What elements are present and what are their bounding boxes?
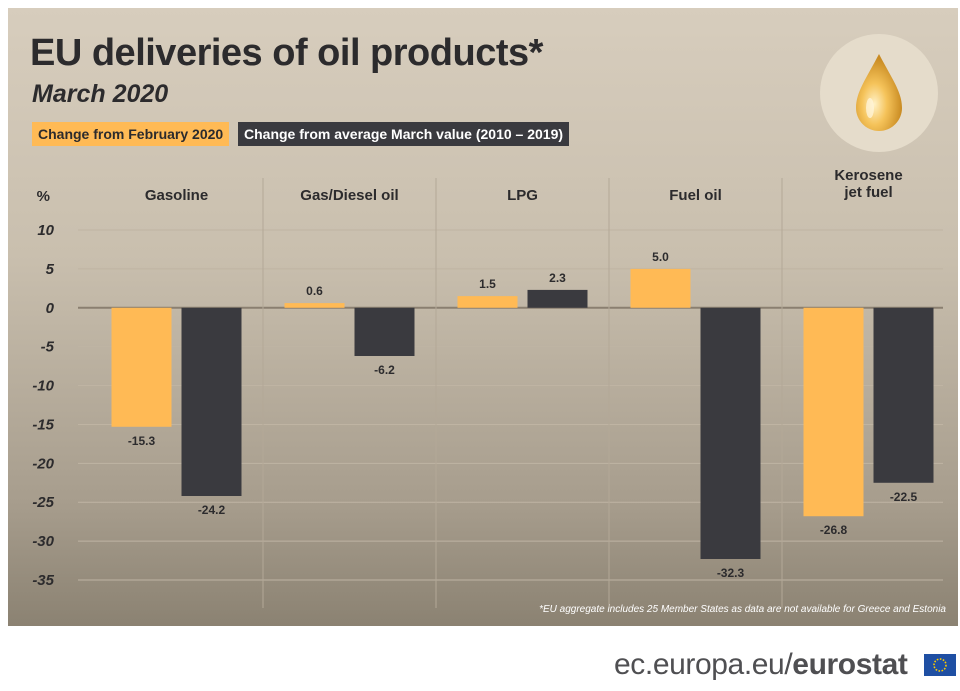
legend-item-february: Change from February 2020: [32, 122, 230, 146]
bar-value-label: -15.3: [128, 434, 156, 448]
bar-value-label: -26.8: [820, 523, 848, 537]
footnote: *EU aggregate includes 25 Member States …: [539, 604, 946, 615]
y-axis-label: %: [37, 188, 50, 205]
category-label: jet fuel: [843, 184, 892, 201]
eu-flag-icon: [924, 654, 956, 676]
y-tick-label: 5: [46, 261, 55, 278]
bar: [111, 307, 172, 427]
bar-value-label: -22.5: [890, 490, 918, 504]
legend-item-march-average: Change from average March value (2010 – …: [238, 122, 570, 146]
bar: [181, 307, 242, 496]
bar-value-label: 2.3: [549, 271, 566, 285]
category-label: Gasoline: [145, 187, 208, 204]
bar: [354, 307, 415, 356]
oil-drop-icon: [820, 34, 938, 152]
y-tick-label: -15: [32, 416, 54, 433]
chart-subtitle: March 2020: [32, 80, 169, 108]
y-tick-label: -25: [32, 494, 54, 511]
y-tick-label: -35: [32, 572, 54, 589]
bar-value-label: 5.0: [652, 250, 669, 264]
bar: [284, 303, 345, 308]
bar-value-label: -24.2: [198, 503, 226, 517]
bar: [457, 296, 518, 308]
bar-value-label: -6.2: [374, 363, 395, 377]
y-tick-label: 0: [46, 300, 55, 317]
bar-value-label: 0.6: [306, 284, 323, 298]
bar-chart: 10 5 0 -5 -10 -15 -20 -25 -30 -35% Gasoline -15.3 -2…: [32, 167, 943, 608]
chart-title: EU deliveries of oil products*: [30, 32, 543, 74]
bar: [527, 289, 588, 308]
bar-value-label: -32.3: [717, 566, 745, 580]
bar: [803, 307, 864, 517]
category-label: LPG: [507, 187, 538, 204]
y-tick-label: -10: [32, 378, 54, 395]
y-tick-label: -20: [32, 455, 54, 472]
category-label: Gas/Diesel oil: [300, 187, 398, 204]
y-tick-label: -30: [32, 533, 54, 550]
source-brand: eurostat: [792, 648, 908, 681]
category-label: Kerosene: [834, 167, 902, 184]
bar: [700, 307, 761, 559]
category-label: Fuel oil: [669, 187, 722, 204]
y-tick-label: -5: [41, 339, 55, 356]
source-domain: ec.europa.eu/: [614, 648, 793, 681]
source-credit[interactable]: ec.europa.eu/eurostat: [614, 648, 908, 682]
bar: [630, 268, 691, 308]
bar-value-label: 1.5: [479, 277, 496, 291]
y-tick-label: 10: [37, 222, 54, 239]
bar: [873, 307, 934, 483]
